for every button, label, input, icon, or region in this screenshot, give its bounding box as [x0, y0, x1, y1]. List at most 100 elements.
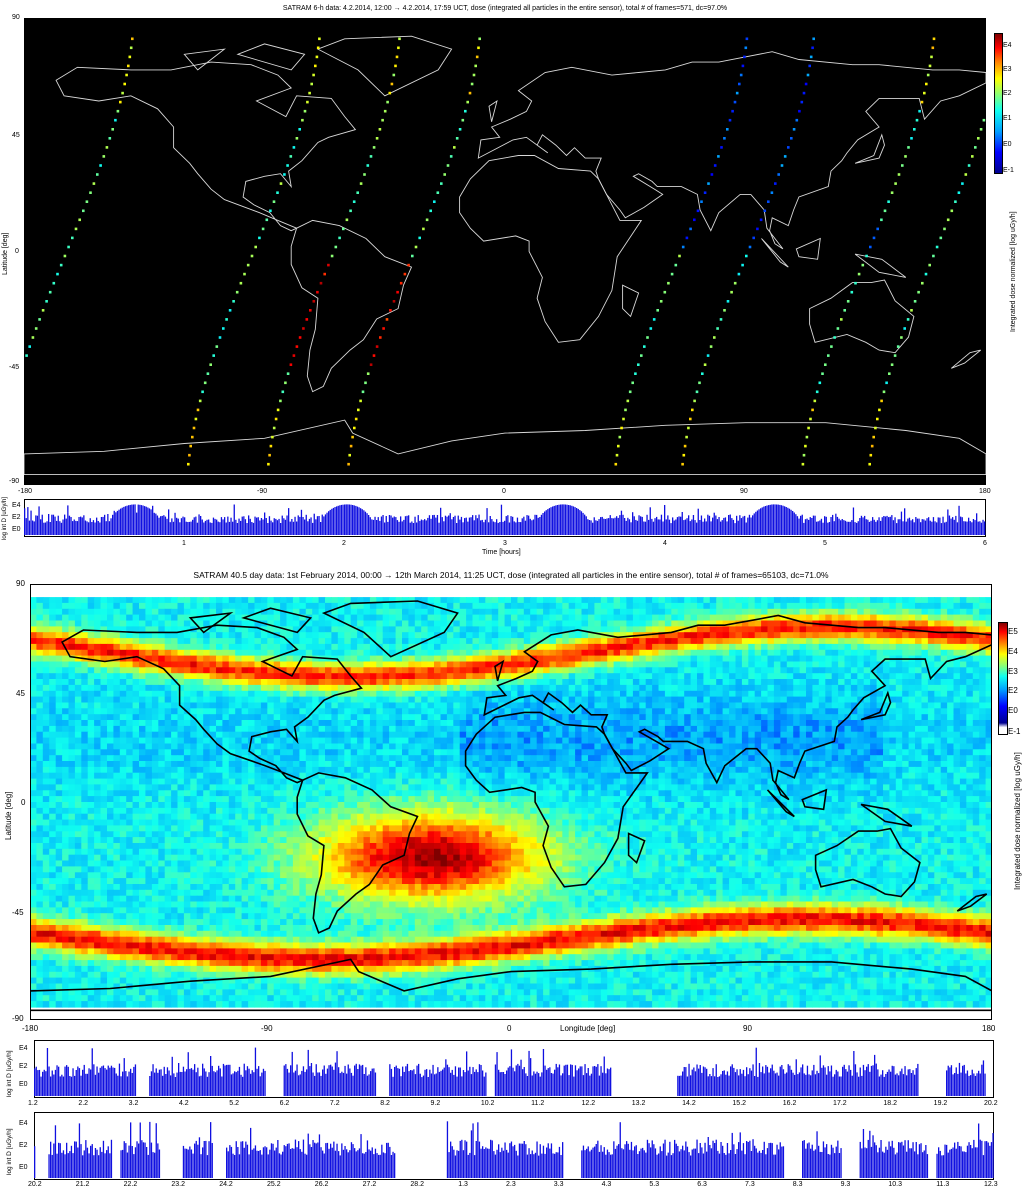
orbit-point [967, 164, 971, 167]
dose-cell [55, 696, 63, 704]
dose-cell [716, 643, 724, 651]
dose-cell [350, 673, 358, 680]
dose-cell [414, 720, 422, 727]
ts-bar [936, 522, 938, 535]
dose-cell [151, 597, 159, 604]
dose-cell [511, 702, 518, 709]
dose-cell [376, 608, 384, 616]
dose-cell [292, 667, 300, 674]
dose-cell [671, 708, 679, 715]
dose-cell [806, 626, 813, 633]
dose-cell [581, 620, 589, 627]
dose-cell [132, 620, 140, 627]
dose-cell [690, 679, 698, 686]
dose-cell [107, 679, 114, 686]
dose-cell [959, 731, 967, 739]
dose-cell [575, 638, 583, 645]
dose-cell [883, 602, 890, 610]
dose-cell [947, 638, 955, 645]
dose-cell [703, 673, 711, 680]
orbit-point [865, 254, 868, 258]
dose-cell [985, 602, 992, 610]
dose-cell [850, 608, 858, 616]
dose-cell [222, 643, 230, 651]
dose-cell [677, 673, 685, 680]
orbit-point [289, 155, 293, 158]
dose-cell [985, 708, 992, 715]
dose-cell [588, 743, 595, 750]
dose-cell [523, 655, 531, 663]
dose-cell [575, 608, 583, 616]
dose-cell [485, 655, 493, 663]
dose-cell [466, 667, 474, 674]
dose-cell [350, 737, 358, 745]
ts-bar [188, 521, 191, 535]
dose-cell [376, 696, 384, 704]
orbit-point [687, 426, 690, 430]
dose-cell [780, 649, 788, 657]
dose-cell [318, 690, 326, 698]
dose-cell [818, 702, 826, 709]
dose-cell [414, 626, 422, 633]
ts-bar [390, 515, 392, 535]
dose-cell [74, 749, 82, 756]
dose-cell [940, 626, 948, 633]
dose-cell [761, 620, 769, 627]
dose-cell [241, 620, 249, 627]
orbit-point [125, 73, 128, 77]
dose-cell [934, 714, 942, 721]
orbit-point [643, 345, 646, 348]
dose-cell [844, 638, 852, 645]
dose-cell [472, 702, 480, 709]
dose-cell [485, 690, 493, 698]
dose-cell [555, 679, 563, 686]
dose-cell [446, 614, 454, 622]
dose-cell [793, 684, 801, 692]
orbit-point [354, 417, 358, 421]
dose-cell [812, 661, 820, 668]
dose-cell [498, 620, 506, 627]
dose-cell [863, 679, 871, 686]
dose-cell [517, 655, 525, 663]
dose-cell [703, 725, 711, 733]
ts-bar [886, 515, 888, 535]
dose-cell [581, 743, 589, 750]
dose-cell [722, 743, 730, 750]
dose-cell [600, 655, 608, 663]
dose-cell [491, 614, 499, 622]
dose-cell [639, 614, 647, 622]
dose-cell [222, 702, 230, 709]
dose-cell [209, 743, 217, 750]
dose-cell [151, 702, 159, 709]
dose-cell [248, 632, 256, 639]
dose-cell [799, 655, 807, 663]
dose-cell [485, 626, 493, 633]
ts-bar [406, 515, 408, 535]
ts-bar [348, 504, 351, 535]
dose-cell [222, 737, 230, 745]
orbit-point [414, 245, 418, 249]
dose-cell [74, 614, 82, 622]
dose-cell [36, 696, 44, 704]
dose-cell [36, 661, 44, 668]
ts-bar [177, 518, 179, 535]
ts-bar [654, 518, 656, 535]
dose-cell [248, 626, 256, 633]
dose-cell [337, 608, 345, 616]
dose-cell [402, 690, 409, 698]
orbit-point [295, 345, 299, 348]
dose-cell [100, 702, 108, 709]
ts-bar [619, 515, 621, 535]
dose-cell [594, 696, 602, 704]
dose-cell [453, 737, 461, 745]
dose-cell [799, 649, 807, 657]
dose-cell [216, 749, 223, 756]
dose-cell [427, 702, 435, 709]
dose-cell [620, 626, 627, 633]
dose-cell [369, 643, 377, 651]
dose-cell [908, 620, 916, 627]
dose-cell [216, 743, 223, 750]
dose-cell [543, 661, 551, 668]
dose-cell [947, 661, 955, 668]
dose-cell [959, 667, 967, 674]
